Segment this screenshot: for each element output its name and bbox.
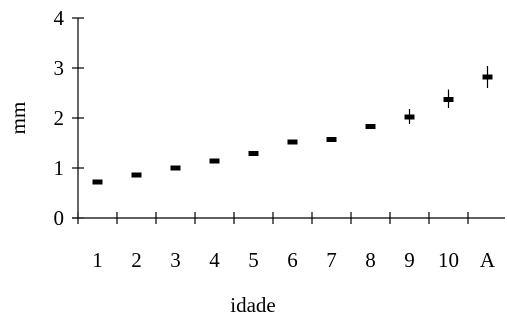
x-tick-label: 4 [209,248,220,272]
x-tick-label: 6 [287,248,298,272]
y-tick-label: 0 [54,206,65,230]
x-tick-label: 3 [170,248,181,272]
x-tick-label: 8 [365,248,376,272]
data-point [209,158,220,164]
x-tick-label: 10 [438,248,459,272]
data-point [248,151,259,156]
data-marks [92,66,493,185]
y-axis-title: mm [6,102,30,135]
x-axis-title: idade [230,293,275,317]
data-point [170,165,181,171]
x-tick-label: 9 [404,248,415,272]
axes [72,17,505,224]
y-tick-label: 3 [54,56,65,80]
data-point [287,139,298,145]
x-tick-label: 5 [248,248,259,272]
y-tick-label: 2 [54,106,65,130]
x-tick-label: 7 [326,248,337,272]
y-tick-label: 4 [54,6,65,30]
x-tick-label: 1 [92,248,103,272]
y-tick-label: 1 [54,156,65,180]
data-point [92,179,103,185]
data-point [326,137,337,142]
data-point [404,114,415,120]
data-point [482,74,493,80]
data-point [365,124,376,129]
data-point [443,97,454,102]
x-tick-label: A [480,248,496,272]
x-tick-label: 2 [131,248,142,272]
data-point [131,172,142,178]
